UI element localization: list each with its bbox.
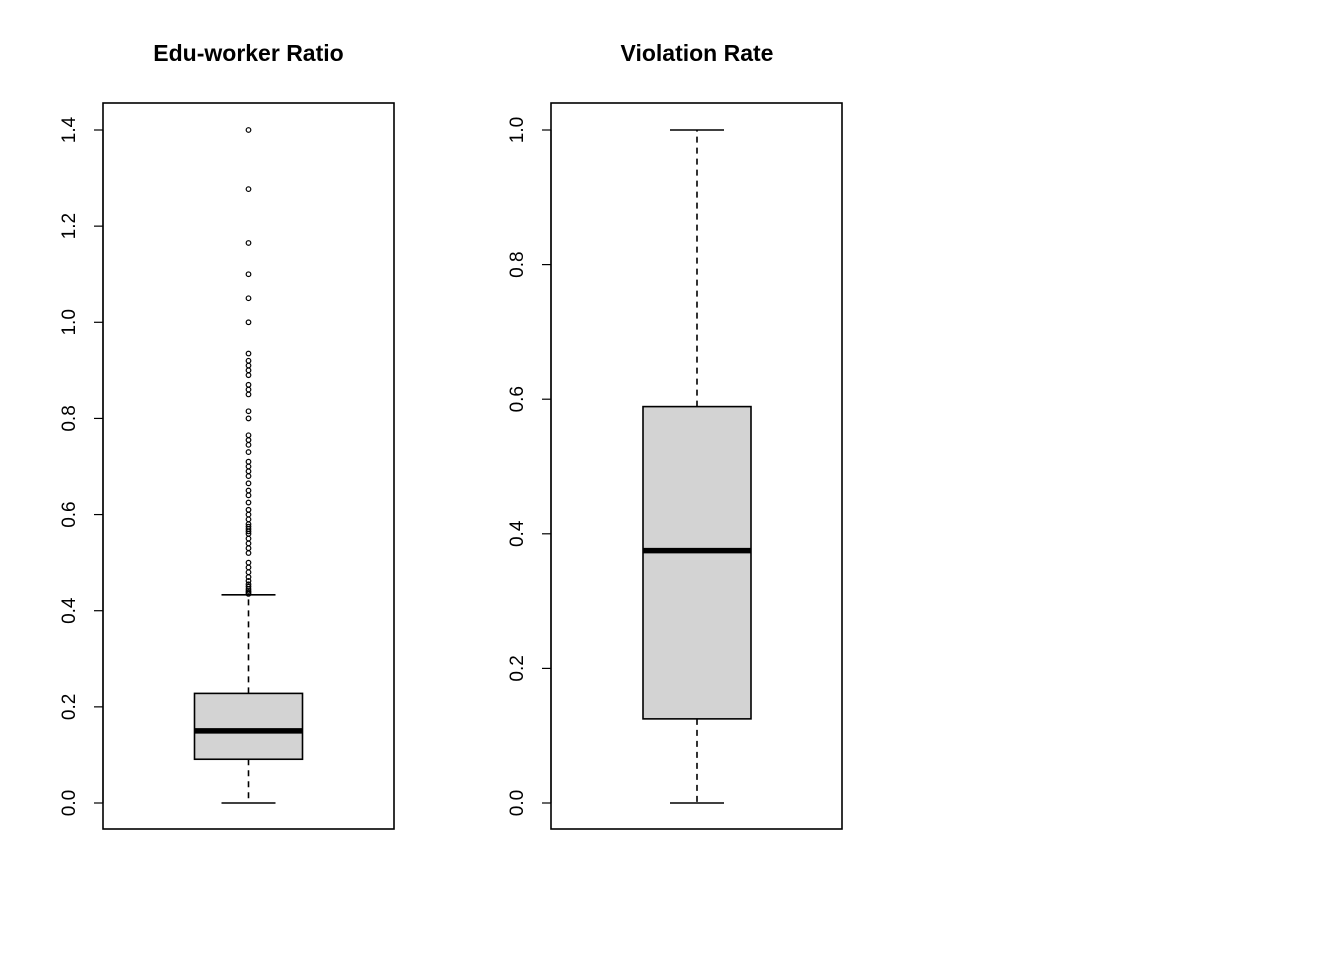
outlier-point — [245, 487, 252, 494]
outlier-point — [245, 240, 252, 246]
outlier-point — [245, 581, 252, 588]
outlier-point — [245, 449, 252, 455]
y-tick-label: 0.4 — [59, 597, 80, 624]
y-tick-label: 0.8 — [507, 251, 528, 277]
outlier-point — [245, 458, 252, 465]
y-tick-label: 0.6 — [507, 386, 528, 412]
y-tick-label: 1.2 — [59, 213, 80, 239]
interquartile-box — [642, 405, 752, 720]
y-tick-label: 0.0 — [507, 790, 528, 816]
outlier-point — [245, 578, 252, 584]
y-tick-label: 0.8 — [59, 405, 80, 431]
outlier-point — [245, 559, 252, 566]
outlier-point — [245, 271, 252, 278]
outlier-point — [245, 186, 252, 193]
outlier-point — [245, 295, 252, 302]
boxplot-panel-2: Violation Rate 0.0 0.2 0.4 0.6 0.8 1.0 — [507, 40, 843, 830]
y-tick-label: 0.4 — [507, 520, 528, 547]
outlier-point — [245, 506, 252, 513]
outlier-point — [245, 415, 252, 422]
y-tick-label: 1.0 — [507, 117, 528, 143]
chart-title: Edu-worker Ratio — [153, 40, 343, 66]
outlier-point — [245, 381, 252, 388]
y-tick-label: 0.6 — [59, 501, 80, 527]
interquartile-box — [193, 692, 304, 761]
outlier-point — [245, 432, 252, 439]
outlier-point — [245, 357, 252, 364]
outlier-point — [245, 408, 252, 415]
outlier-point — [245, 127, 252, 133]
outlier-point — [245, 583, 252, 590]
y-tick-label: 0.2 — [59, 694, 80, 720]
y-tick-label: 0.0 — [59, 790, 80, 816]
chart-title: Violation Rate — [621, 40, 774, 66]
outlier-point — [245, 319, 252, 326]
y-tick-label: 1.4 — [59, 116, 80, 143]
boxplot-panel-1: Edu-worker Ratio 0.0 0.2 0.4 0.6 0.8 1.0 1.2 1.4 — [59, 40, 395, 830]
y-tick-label: 0.2 — [507, 655, 528, 681]
y-tick-label: 1.0 — [59, 309, 80, 335]
outlier-point — [245, 480, 252, 487]
outlier-point — [245, 350, 252, 357]
outlier-point — [245, 523, 252, 530]
outlier-point — [245, 499, 252, 506]
